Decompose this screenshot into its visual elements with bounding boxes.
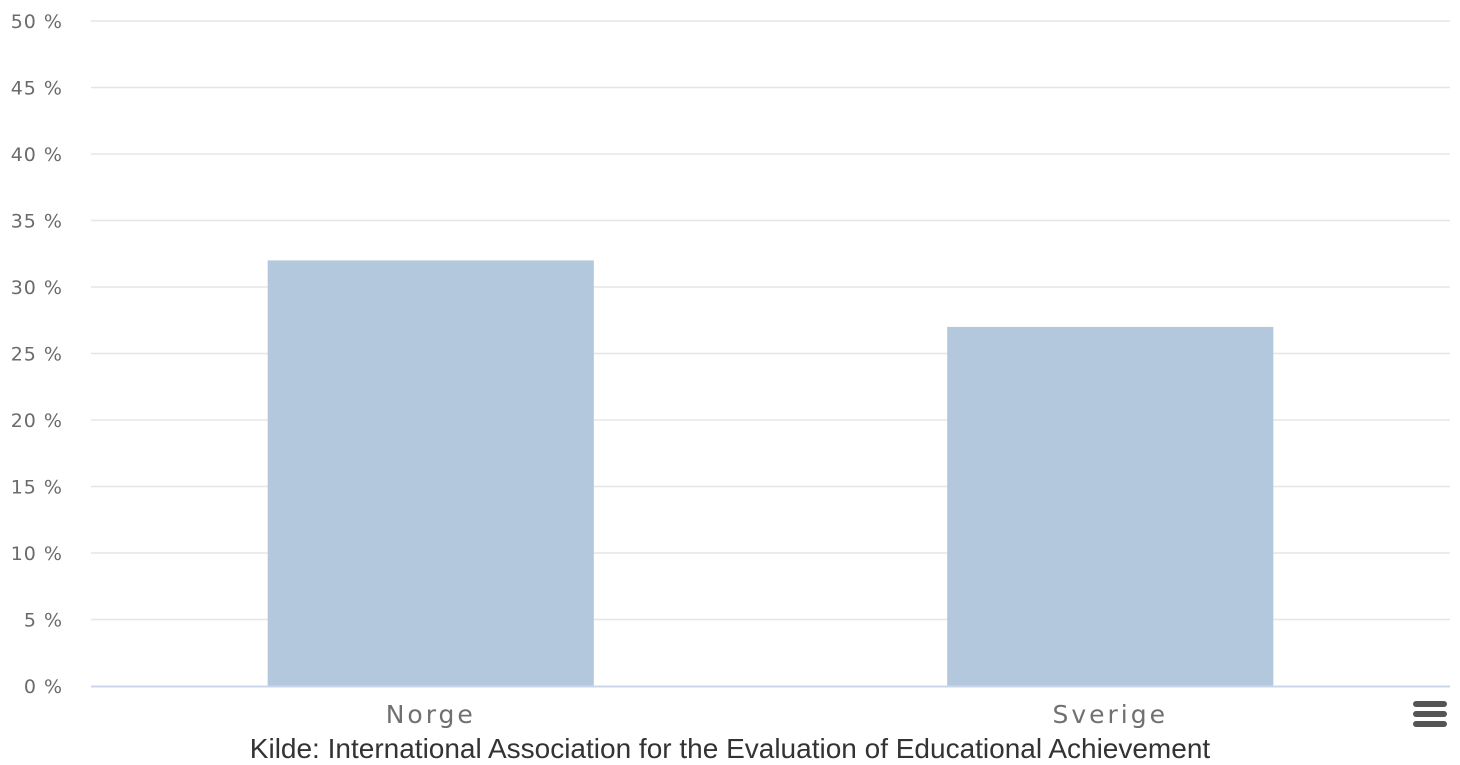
bars: [267, 260, 1274, 686]
y-tick-label: 50 %: [11, 11, 63, 33]
source-credit: Kilde: International Association for the…: [249, 733, 1211, 764]
bar-sverige[interactable]: [947, 326, 1274, 686]
y-tick-label: 30 %: [11, 277, 63, 299]
menu-bar: [1413, 721, 1447, 727]
menu-bar: [1413, 701, 1447, 707]
y-tick-label: 40 %: [11, 144, 63, 166]
y-tick-label: 15 %: [11, 477, 63, 499]
bar-norge[interactable]: [267, 260, 594, 686]
y-tick-label: 10 %: [11, 543, 63, 565]
y-tick-label: 5 %: [24, 610, 63, 632]
menu-bar: [1413, 711, 1447, 717]
hamburger-menu-icon[interactable]: [1410, 698, 1450, 732]
y-tick-label: 20 %: [11, 410, 63, 432]
y-axis-tick-labels: 0 % 5 % 10 % 15 % 20 % 25 % 30 % 35 % 40 % 45 % 50…: [11, 11, 63, 698]
x-tick-label: Norge: [386, 700, 476, 729]
y-tick-label: 0 %: [24, 676, 63, 698]
y-tick-label: 35 %: [11, 211, 63, 233]
y-tick-label: 25 %: [11, 344, 63, 366]
x-tick-label: Sverige: [1052, 700, 1168, 729]
y-tick-label: 45 %: [11, 78, 63, 100]
x-axis-tick-labels: Norge Sverige: [386, 700, 1168, 729]
